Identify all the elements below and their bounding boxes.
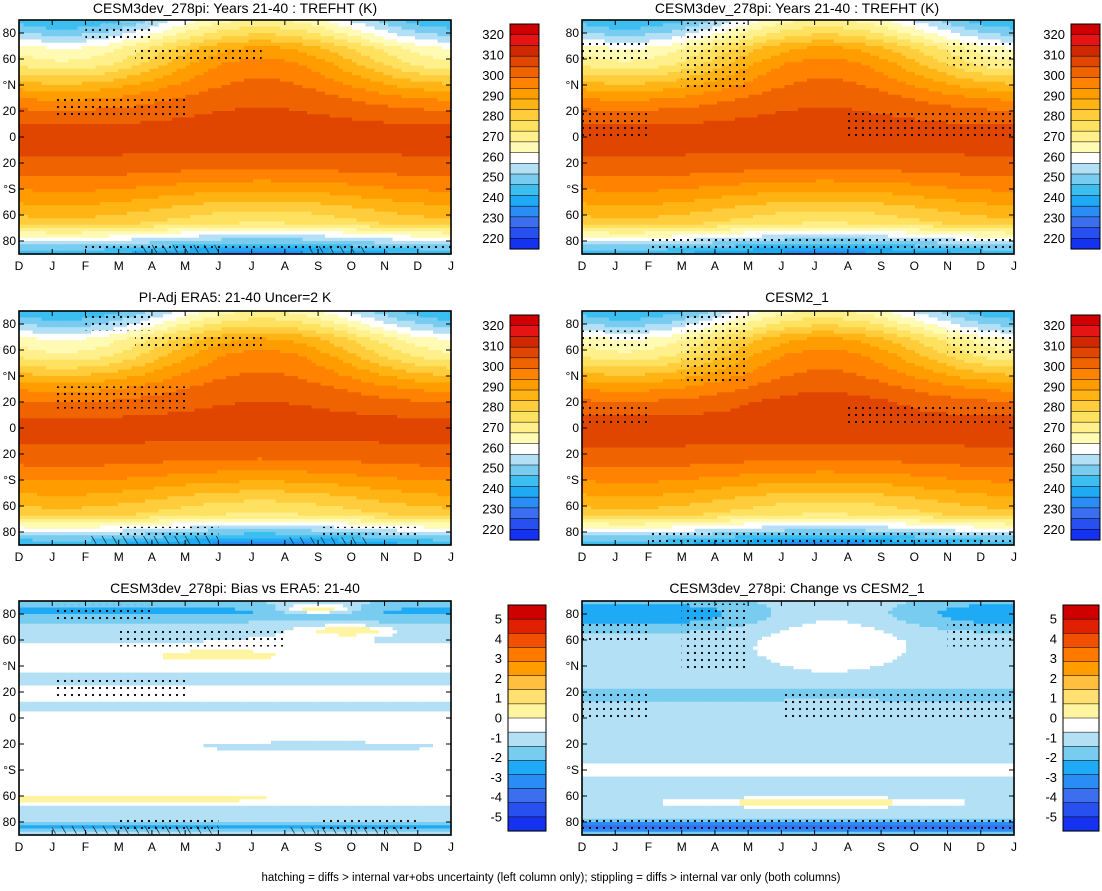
figure-canvas: CESM3dev_278pi: Years 21-40 : TREFHT (K)… (0, 0, 1102, 891)
panel-title: CESM3dev_278pi: Years 21-40 : TREFHT (K) (93, 0, 377, 16)
panel-1: CESM3dev_278pi: Years 21-40 : TREFHT (K)… (3, 0, 539, 273)
